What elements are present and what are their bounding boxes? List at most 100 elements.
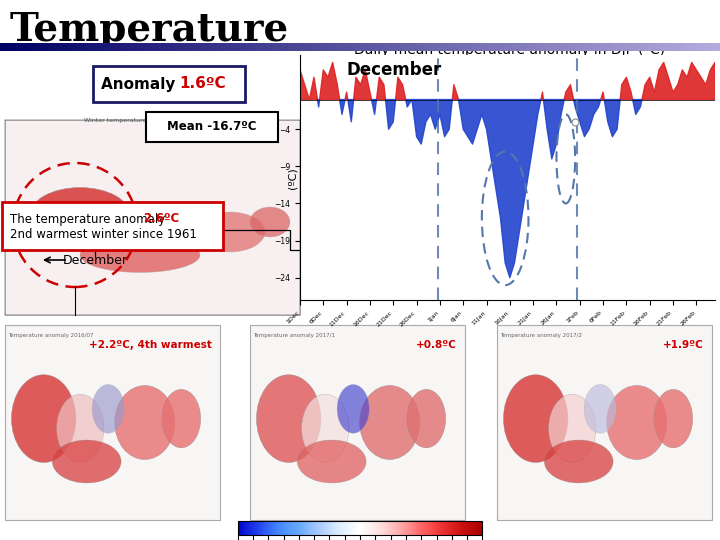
Text: December: December [346, 61, 442, 79]
Bar [252, 43, 259, 51]
Text: January: January [361, 253, 409, 267]
Bar [101, 43, 108, 51]
Text: Anomaly: Anomaly [101, 77, 181, 91]
Ellipse shape [256, 375, 321, 462]
Bar [691, 43, 698, 51]
Bar [418, 43, 425, 51]
Bar [367, 43, 374, 51]
Bar [7, 43, 14, 51]
Bar [403, 43, 410, 51]
Text: February: February [582, 253, 638, 267]
Bar [353, 43, 360, 51]
Bar [425, 43, 432, 51]
Bar [655, 43, 662, 51]
Text: 1.6ºC: 1.6ºC [179, 77, 225, 91]
Bar [238, 43, 245, 51]
Bar [250, 325, 465, 520]
Bar [346, 43, 353, 51]
Bar [209, 43, 216, 51]
Bar [576, 43, 583, 51]
Bar [108, 43, 115, 51]
Ellipse shape [57, 394, 104, 462]
Text: Winter temperature anomaly of 2016/2017: Winter temperature anomaly of 2016/2017 [84, 118, 220, 123]
Bar [677, 43, 684, 51]
Bar [554, 43, 562, 51]
Bar [338, 43, 346, 51]
Bar [166, 43, 173, 51]
Bar [43, 43, 50, 51]
Bar [684, 43, 691, 51]
Bar [137, 43, 144, 51]
Bar [310, 43, 317, 51]
Bar [490, 43, 497, 51]
Ellipse shape [654, 389, 693, 448]
Bar [533, 43, 540, 51]
Bar [173, 43, 180, 51]
Bar [94, 43, 101, 51]
Bar [216, 43, 223, 51]
Bar [670, 43, 677, 51]
Bar [144, 43, 151, 51]
Bar [50, 43, 58, 51]
Bar [187, 43, 194, 51]
Ellipse shape [92, 384, 125, 433]
Text: Temperature anomaly 2016/07: Temperature anomaly 2016/07 [8, 333, 94, 338]
Ellipse shape [360, 386, 420, 460]
Bar [475, 43, 482, 51]
Text: +2.2ºC, 4th warmest: +2.2ºC, 4th warmest [89, 340, 212, 350]
FancyBboxPatch shape [2, 202, 223, 250]
Bar [382, 43, 389, 51]
Bar [302, 43, 310, 51]
Bar [432, 43, 439, 51]
Text: December: December [63, 253, 127, 267]
Ellipse shape [302, 394, 349, 462]
Bar [180, 43, 187, 51]
Bar [518, 43, 526, 51]
Bar [590, 43, 598, 51]
Ellipse shape [162, 389, 201, 448]
Text: Mean -16.7ºC: Mean -16.7ºC [167, 120, 257, 133]
Bar [22, 43, 29, 51]
Bar [698, 43, 706, 51]
Bar [288, 43, 295, 51]
Ellipse shape [544, 440, 613, 483]
Bar [79, 43, 86, 51]
Bar [331, 43, 338, 51]
Bar [662, 43, 670, 51]
Bar [5, 325, 220, 520]
Bar [295, 43, 302, 51]
Text: 2nd warmest winter since 1961: 2nd warmest winter since 1961 [10, 228, 197, 241]
Bar [605, 43, 612, 51]
Bar [439, 43, 446, 51]
Text: (ºC): (ºC) [287, 167, 297, 189]
Bar [317, 43, 324, 51]
Bar [122, 43, 130, 51]
Bar [29, 43, 36, 51]
Bar [396, 43, 403, 51]
Bar [497, 325, 712, 520]
Bar [713, 43, 720, 51]
Ellipse shape [250, 207, 290, 237]
Bar [274, 43, 281, 51]
Bar [641, 43, 648, 51]
Bar [0, 43, 7, 51]
Bar [58, 43, 65, 51]
Bar [115, 43, 122, 51]
Bar [72, 43, 79, 51]
Bar [706, 43, 713, 51]
Ellipse shape [80, 238, 200, 273]
Bar [223, 43, 230, 51]
Ellipse shape [12, 375, 76, 462]
Ellipse shape [407, 389, 446, 448]
Bar [86, 43, 94, 51]
Bar [194, 43, 202, 51]
FancyBboxPatch shape [93, 66, 245, 102]
Text: +1.9ºC: +1.9ºC [663, 340, 704, 350]
Bar [454, 43, 461, 51]
Bar [626, 43, 634, 51]
Bar [151, 43, 158, 51]
Ellipse shape [114, 386, 175, 460]
Text: Daily mean temperature anomaly in DJF (ºC): Daily mean temperature anomaly in DJF (º… [354, 43, 665, 57]
FancyBboxPatch shape [146, 112, 278, 142]
Bar [468, 43, 475, 51]
